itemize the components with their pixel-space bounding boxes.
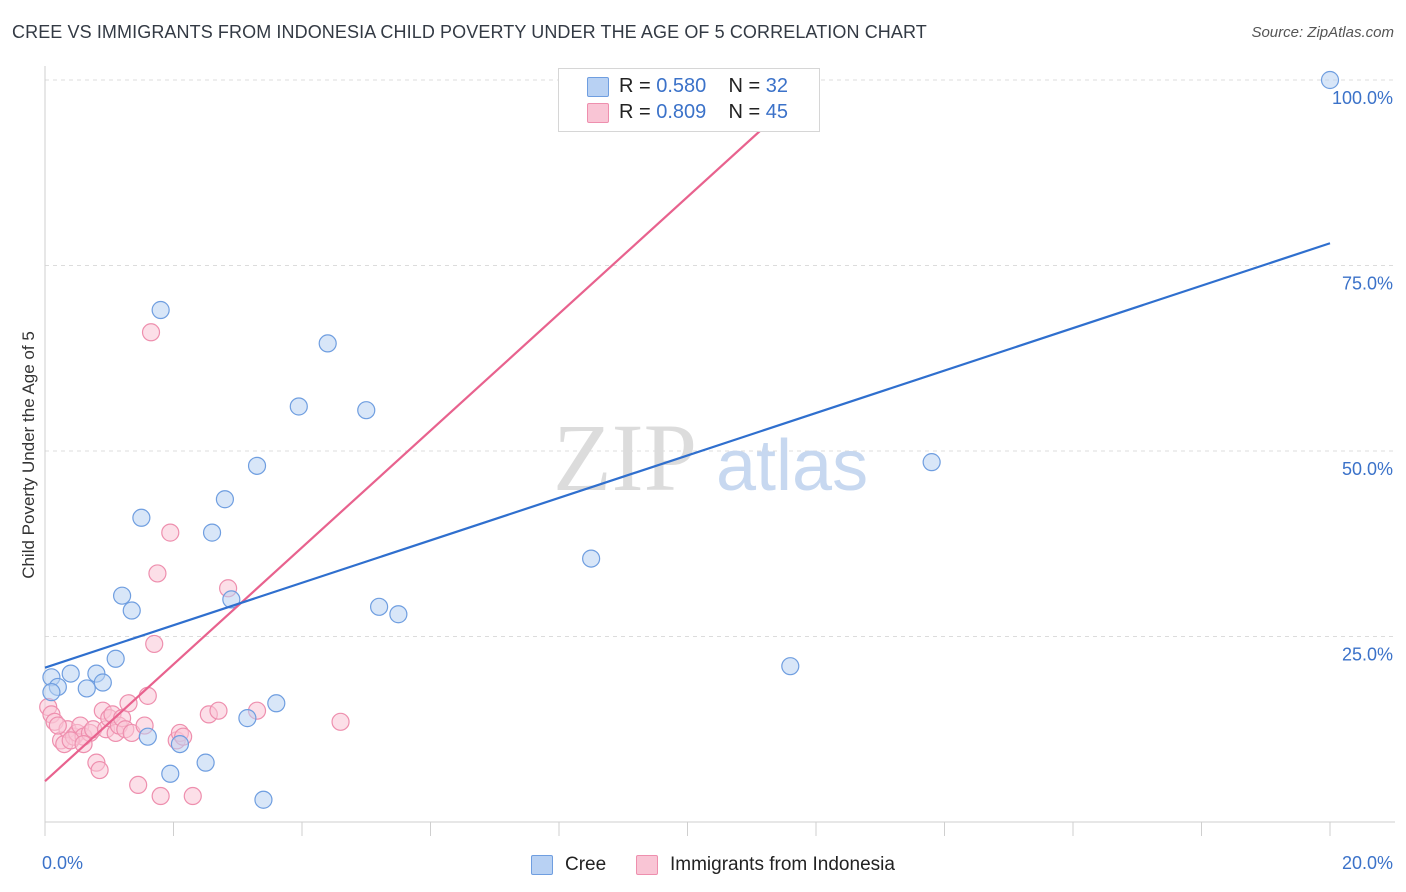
indonesia-point	[129, 775, 148, 795]
cree-point	[267, 694, 286, 713]
indonesia-point	[151, 786, 170, 806]
cree-point	[132, 508, 151, 527]
stats-legend: R = 0.580 N = 32 R = 0.809 N = 45	[558, 68, 820, 132]
indonesia-point	[90, 760, 109, 780]
indonesia-trend-line	[44, 79, 817, 783]
cree-point	[106, 649, 125, 668]
chart-title: CREE VS IMMIGRANTS FROM INDONESIA CHILD …	[12, 22, 927, 42]
cree-point	[254, 790, 273, 809]
cree-point	[112, 586, 132, 605]
indonesia-point	[138, 686, 157, 705]
indonesia-point	[148, 564, 167, 583]
cree-point	[289, 397, 308, 416]
legend-item-indonesia[interactable]: Immigrants from Indonesia	[636, 852, 895, 878]
y-axis-title: Child Poverty Under the Age of 5	[19, 331, 38, 579]
cree-point	[151, 300, 170, 320]
cree-point	[170, 734, 190, 754]
cree-point	[370, 597, 389, 616]
cree-n-value: 32	[765, 75, 789, 97]
cree-swatch	[587, 77, 609, 97]
y-tick-label: 75.0%	[1342, 274, 1393, 294]
x-tick-label: 0.0%	[42, 853, 83, 873]
indonesia-r-label: R =	[619, 101, 651, 123]
legend-indonesia-label: Immigrants from Indonesia	[670, 854, 895, 875]
indonesia-swatch	[587, 103, 609, 123]
cree-point	[122, 601, 141, 620]
cree-trend-line	[44, 242, 1331, 669]
cree-point	[247, 456, 267, 475]
cree-point	[42, 683, 61, 702]
cree-point	[781, 657, 800, 676]
legend-cree-label: Cree	[565, 854, 607, 875]
cree-point	[93, 673, 112, 692]
source-label: Source: ZipAtlas.com	[1251, 24, 1394, 41]
cree-point	[161, 764, 180, 783]
cree-point	[238, 709, 257, 728]
indonesia-point	[48, 716, 67, 735]
cree-point	[318, 334, 337, 353]
cree-point	[202, 523, 222, 542]
cree-point	[61, 664, 80, 683]
legend-item-cree[interactable]: Cree	[531, 852, 606, 878]
indonesia-point	[331, 712, 350, 731]
cree-point	[389, 605, 408, 624]
indonesia-r-value: 0.809	[656, 101, 707, 123]
legend-indonesia-swatch	[636, 855, 658, 875]
cree-point	[215, 490, 234, 509]
trend-layer	[44, 79, 1331, 783]
indonesia-point	[145, 634, 164, 654]
cree-point	[77, 679, 96, 698]
points-layer	[39, 70, 1340, 809]
cree-point	[922, 453, 941, 472]
y-tick-label: 25.0%	[1342, 645, 1393, 665]
cree-point	[582, 549, 601, 568]
indonesia-n-value: 45	[765, 101, 789, 123]
cree-point	[196, 753, 215, 772]
cree-r-label: R =	[619, 75, 651, 97]
y-tick-label: 50.0%	[1342, 459, 1393, 479]
labels-layer: 25.0% 50.0% 75.0% 100.0% 0.0% 20.0% Child Pove…	[19, 88, 1393, 873]
cree-point	[1320, 70, 1340, 90]
indonesia-n-label: N =	[728, 101, 761, 123]
cree-point	[357, 401, 376, 420]
indonesia-point	[209, 701, 228, 720]
x-tick-label: 20.0%	[1342, 853, 1393, 873]
indonesia-point	[74, 734, 93, 754]
indonesia-point	[183, 786, 202, 806]
y-tick-label: 100.0%	[1332, 88, 1393, 108]
grid-layer	[45, 79, 1395, 637]
watermark-zip: ZIP	[553, 404, 697, 511]
indonesia-point	[141, 323, 161, 342]
watermark: ZIP atlas	[553, 404, 868, 511]
indonesia-point	[119, 694, 138, 713]
cree-r-value: 0.580	[656, 75, 707, 97]
watermark-atlas: atlas	[716, 426, 868, 506]
cree-n-label: N =	[728, 75, 761, 97]
legend-cree-swatch	[531, 855, 553, 875]
cree-point	[138, 727, 157, 746]
indonesia-point	[161, 523, 180, 542]
